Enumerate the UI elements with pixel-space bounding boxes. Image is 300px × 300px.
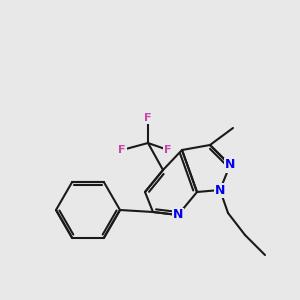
Text: F: F [164, 145, 172, 155]
Text: F: F [144, 113, 152, 123]
Text: N: N [173, 208, 183, 221]
Text: N: N [225, 158, 235, 172]
Text: F: F [118, 145, 126, 155]
Text: N: N [215, 184, 225, 196]
